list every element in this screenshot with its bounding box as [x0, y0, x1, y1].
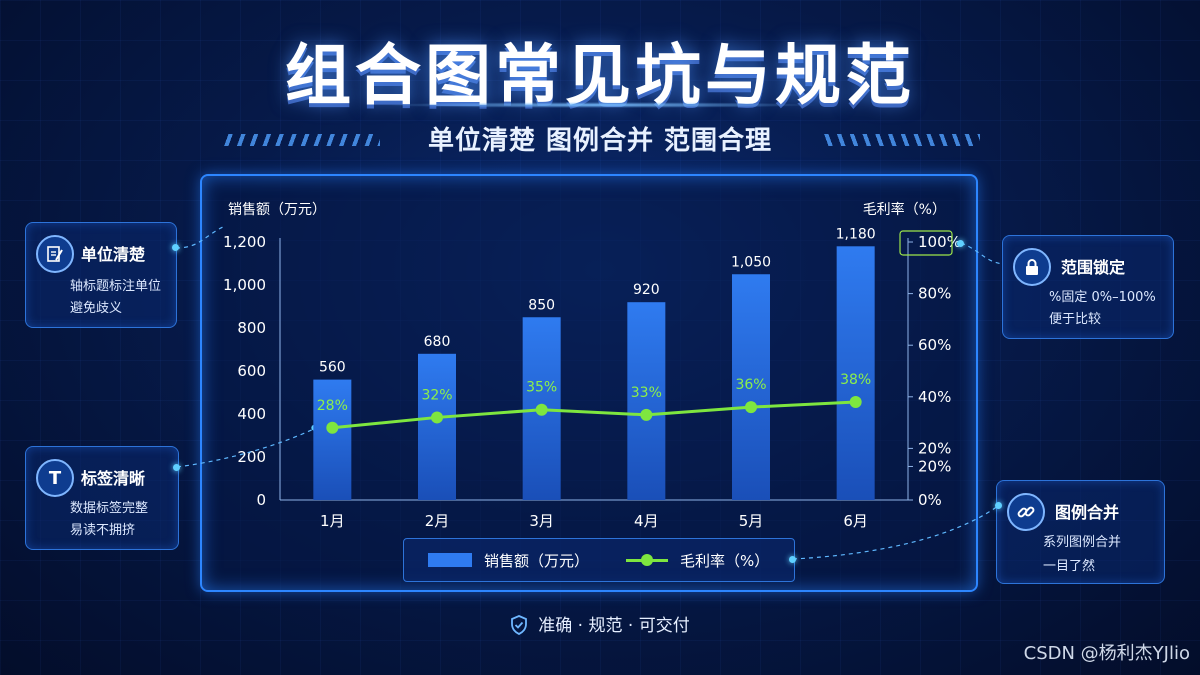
edit-note-icon	[36, 235, 74, 273]
x-tick-label: 2月	[425, 512, 450, 530]
y-tick-right-label: 40%	[918, 388, 951, 406]
tip-card-label: T 标签清晰 数据标签完整 易读不拥挤	[25, 446, 179, 550]
page-subtitle: 单位清楚 图例合并 范围合理	[427, 126, 773, 156]
connector-dot	[173, 464, 180, 471]
subtitle-decoration-left	[220, 134, 380, 146]
y-tick-right-label: 0%	[918, 491, 942, 509]
x-tick-label: 1月	[320, 512, 345, 530]
y-tick-left-label: 200	[237, 448, 266, 466]
text-t-icon: T	[36, 459, 74, 497]
connector-line	[175, 225, 226, 249]
y-tick-left-label: 1,200	[223, 233, 266, 251]
line-point	[849, 395, 862, 408]
page-title: 组合图常见坑与规范	[285, 37, 915, 114]
bar	[418, 353, 456, 500]
link-icon	[1007, 493, 1045, 531]
line-data-label: 38%	[840, 372, 871, 388]
bar-data-label: 1,180	[836, 226, 876, 242]
watermark: CSDN @杨利杰YJlio	[1023, 643, 1190, 664]
y-tick-right-label: 20%	[918, 457, 951, 475]
title-underline-glow	[380, 102, 820, 108]
subtitle-decoration-right	[820, 134, 980, 146]
tip-card-title: 图例合并	[1055, 503, 1120, 522]
y-axis-left-title: 销售额（万元）	[228, 202, 326, 218]
y-tick-left-label: 1,000	[223, 276, 266, 294]
line-data-label: 35%	[526, 380, 557, 396]
legend-line-marker	[641, 554, 653, 566]
line-point	[640, 408, 653, 421]
x-tick-label: 5月	[739, 512, 764, 530]
tip-card-line: 便于比较	[1049, 312, 1102, 327]
bar-data-label: 920	[633, 282, 660, 298]
tip-card-line: 系列图例合并	[1043, 535, 1122, 550]
legend-bar-swatch	[428, 553, 472, 567]
tip-card-line: %固定 0%–100%	[1049, 290, 1156, 305]
shield-check-icon	[510, 615, 528, 636]
connector-dot	[789, 556, 796, 563]
tip-card-title: 单位清楚	[81, 245, 146, 264]
y-axis-right-title: 毛利率（%）	[863, 201, 946, 218]
footer-text: 准确 · 规范 · 可交付	[538, 616, 690, 636]
bar-data-label: 560	[319, 360, 346, 376]
connector-dot	[995, 502, 1002, 509]
y-tick-right-label: 60%	[918, 336, 951, 354]
line-data-label: 33%	[631, 385, 662, 401]
line-point	[326, 421, 339, 434]
y-tick-right-label: 100%	[918, 233, 961, 251]
bar	[836, 246, 875, 500]
x-tick-label: 6月	[843, 512, 868, 530]
y-tick-right-label: 80%	[918, 285, 951, 303]
bar	[313, 379, 352, 500]
range-highlight-box	[899, 230, 953, 256]
y-tick-left-label: 800	[237, 319, 266, 337]
x-tick-label: 3月	[529, 512, 554, 530]
y-tick-left-label: 600	[237, 362, 266, 380]
line-data-label: 28%	[317, 398, 348, 414]
line-data-label: 32%	[421, 387, 452, 403]
lock-icon	[1013, 248, 1051, 286]
connector-dot	[172, 244, 179, 251]
tip-card-legend: 图例合并 系列图例合并 一目了然	[996, 480, 1165, 584]
y-tick-left-label: 400	[237, 405, 266, 423]
connector-line	[176, 427, 317, 468]
tip-card-unit: 单位清楚 轴标题标注单位 避免歧义	[25, 222, 177, 328]
bar	[732, 274, 770, 500]
tip-card-range: 范围锁定 %固定 0%–100% 便于比较	[1002, 235, 1174, 339]
tip-card-line: 易读不拥挤	[70, 523, 136, 538]
tip-card-line: 轴标题标注单位	[70, 279, 162, 294]
bar	[627, 302, 666, 500]
chart-legend: 销售额（万元） 毛利率（%）	[403, 538, 795, 582]
tip-card-line: 数据标签完整	[70, 501, 149, 516]
tip-card-line: 避免歧义	[70, 301, 123, 316]
tip-card-title: 范围锁定	[1061, 258, 1126, 277]
tip-card-line: 一目了然	[1043, 559, 1096, 574]
y-tick-right-label: 20%	[918, 439, 951, 457]
legend-bar-label: 销售额（万元）	[484, 552, 590, 570]
line-point	[535, 403, 548, 416]
connector-line	[960, 242, 1004, 265]
legend-line-label: 毛利率（%）	[680, 552, 770, 570]
y-tick-left-label: 0	[256, 491, 266, 509]
connector-line	[792, 505, 999, 560]
line-point	[431, 411, 443, 424]
x-tick-label: 4月	[634, 512, 659, 530]
line-point	[745, 401, 757, 414]
connector-dot	[957, 240, 964, 247]
tip-card-title: 标签清晰	[81, 469, 146, 488]
margin-line	[332, 400, 856, 430]
footer-tagline: 准确 · 规范 · 可交付	[0, 611, 1200, 636]
bar-data-label: 680	[424, 334, 451, 350]
line-data-label: 36%	[735, 377, 766, 393]
bar-data-label: 1,050	[731, 254, 771, 270]
bar-data-label: 850	[528, 297, 555, 313]
